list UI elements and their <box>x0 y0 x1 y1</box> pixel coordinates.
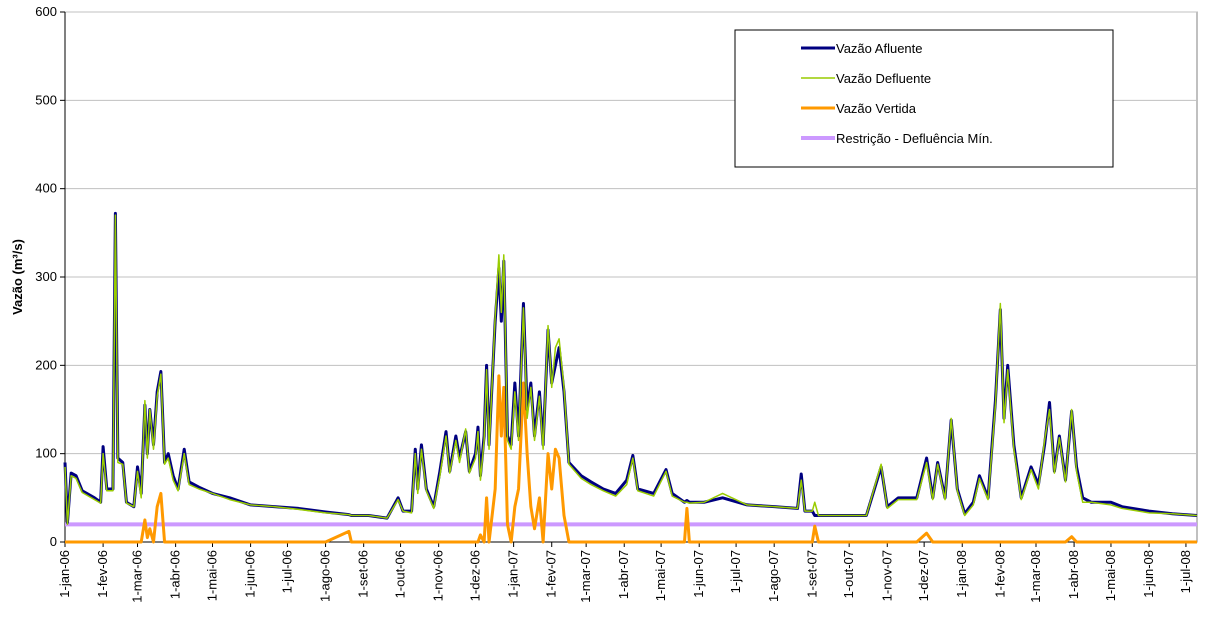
x-tick-label: 1-dez-06 <box>468 550 483 601</box>
y-axis-label: Vazão (m³/s) <box>10 239 25 315</box>
x-tick-label: 1-set-07 <box>804 550 819 598</box>
x-tick-label: 1-nov-06 <box>431 550 446 601</box>
x-tick-label: 1-jul-08 <box>1178 550 1193 593</box>
y-tick-label: 200 <box>35 357 57 372</box>
x-tick-label: 1-nov-07 <box>879 550 894 601</box>
x-tick-label: 1-mar-08 <box>1028 550 1043 603</box>
y-tick-label: 600 <box>35 4 57 19</box>
x-tick-label: 1-jan-07 <box>506 550 521 598</box>
x-tick-label: 1-mai-07 <box>653 550 668 601</box>
y-tick-label: 400 <box>35 181 57 196</box>
x-tick-label: 1-mai-08 <box>1103 550 1118 601</box>
legend-label: Restrição - Defluência Mín. <box>836 131 993 146</box>
x-tick-label: 1-mai-06 <box>204 550 219 601</box>
x-tick-label: 1-abr-07 <box>616 550 631 599</box>
x-tick-label: 1-fev-08 <box>992 550 1007 598</box>
x-tick-label: 1-ago-06 <box>318 550 333 602</box>
x-tick-label: 1-fev-07 <box>544 550 559 598</box>
legend-label: Vazão Afluente <box>836 41 923 56</box>
x-tick-label: 1-jan-06 <box>57 550 72 598</box>
legend-label: Vazão Defluente <box>836 71 931 86</box>
x-tick-label: 1-abr-08 <box>1066 550 1081 599</box>
x-tick-label: 1-jul-06 <box>279 550 294 593</box>
x-tick-label: 1-jun-07 <box>691 550 706 598</box>
series-line <box>65 374 1197 544</box>
y-tick-label: 100 <box>35 446 57 461</box>
x-tick-label: 1-dez-07 <box>916 550 931 601</box>
x-tick-label: 1-jan-08 <box>954 550 969 598</box>
x-tick-label: 1-out-07 <box>841 550 856 598</box>
x-tick-label: 1-ago-07 <box>766 550 781 602</box>
x-tick-label: 1-jun-06 <box>243 550 258 598</box>
x-tick-label: 1-out-06 <box>393 550 408 598</box>
x-tick-label: 1-mar-07 <box>578 550 593 603</box>
y-tick-label: 0 <box>50 534 57 549</box>
x-tick-label: 1-jun-08 <box>1141 550 1156 598</box>
x-tick-label: 1-abr-06 <box>168 550 183 599</box>
series-line <box>64 214 1198 526</box>
legend-box <box>734 29 1114 168</box>
x-tick-label: 1-jul-07 <box>728 550 743 593</box>
y-tick-label: 300 <box>35 269 57 284</box>
x-tick-label: 1-mar-06 <box>130 550 145 603</box>
legend-label: Vazão Vertida <box>836 101 917 116</box>
y-tick-label: 500 <box>35 92 57 107</box>
x-tick-label: 1-fev-06 <box>95 550 110 598</box>
x-tick-label: 1-set-06 <box>356 550 371 598</box>
